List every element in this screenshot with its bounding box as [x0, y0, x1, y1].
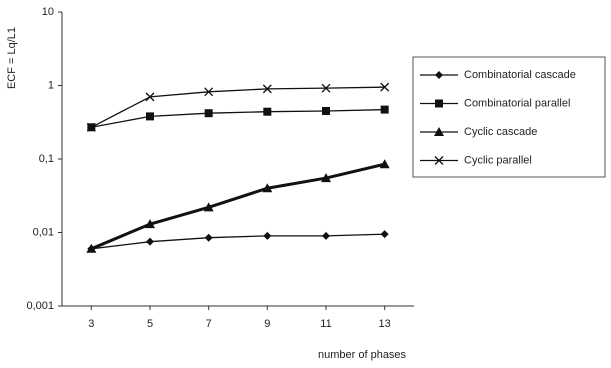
x-tick-label: 11	[320, 318, 331, 330]
series-line	[91, 233, 385, 250]
data-point	[263, 231, 272, 240]
y-axis-label: ECF = Lq/L1	[6, 27, 18, 89]
data-point	[204, 87, 214, 97]
legend-marker	[435, 71, 443, 79]
x-axis-label: number of phases	[318, 349, 407, 361]
x-tick-label: 9	[264, 318, 270, 330]
y-tick-label: 1	[48, 79, 54, 91]
legend-marker	[434, 127, 444, 136]
x-tick-label: 5	[147, 318, 153, 330]
data-point	[145, 92, 155, 102]
data-point	[262, 183, 273, 193]
x-tick-label: 3	[88, 318, 94, 330]
legend-label: Cyclic cascade	[464, 126, 537, 138]
data-point	[380, 230, 389, 239]
data-point	[321, 173, 331, 183]
data-point	[322, 106, 330, 115]
data-point	[380, 105, 389, 114]
data-point	[204, 233, 213, 242]
legend-marker	[434, 156, 444, 165]
legend-label: Combinatorial cascade	[464, 69, 576, 81]
data-point	[86, 122, 96, 132]
data-point	[380, 82, 390, 92]
legend-label: Cyclic parallel	[464, 154, 532, 166]
data-point	[322, 231, 330, 240]
data-point	[146, 237, 154, 246]
data-point	[204, 109, 213, 118]
y-tick-label: 10	[42, 6, 54, 18]
series-line	[91, 108, 385, 128]
data-point	[379, 159, 390, 169]
legend-marker	[435, 99, 443, 108]
y-tick-label: 0,1	[39, 153, 54, 165]
legend-box	[412, 56, 606, 178]
data-point	[321, 83, 331, 93]
data-point	[263, 107, 272, 116]
legend-label: Combinatorial parallel	[464, 97, 570, 109]
x-tick-label: 13	[379, 318, 391, 330]
data-point	[86, 243, 97, 253]
series-line	[91, 86, 385, 128]
data-point	[146, 112, 154, 121]
series-line	[90, 162, 386, 251]
y-tick-label: 0,001	[26, 300, 54, 312]
data-point	[203, 202, 214, 212]
data-point	[145, 219, 155, 229]
y-tick-label: 0,01	[33, 226, 54, 238]
data-point	[262, 84, 272, 94]
x-tick-label: 7	[206, 318, 212, 330]
